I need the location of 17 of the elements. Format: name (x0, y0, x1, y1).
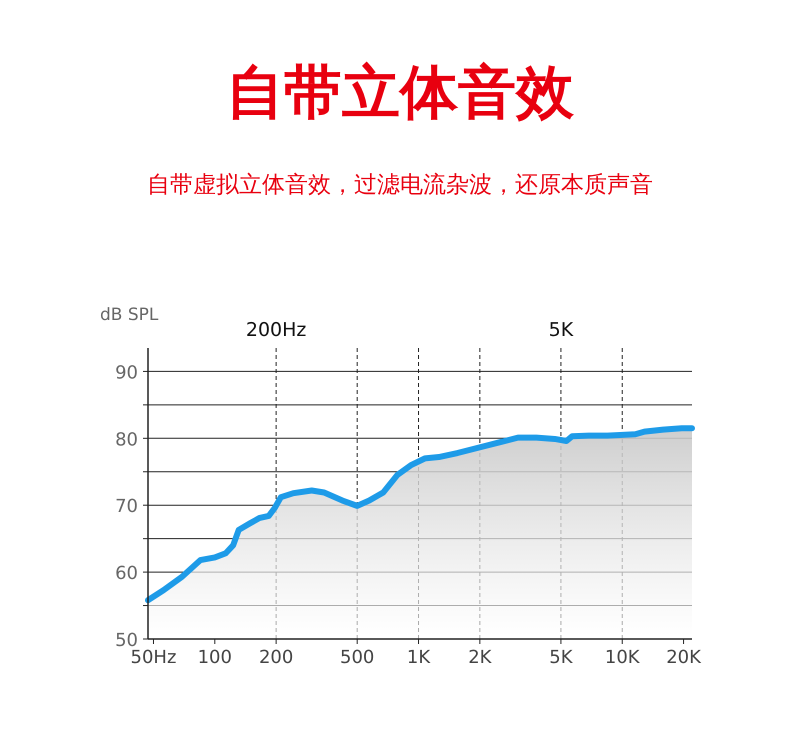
y-tick-label: 80 (115, 429, 138, 450)
x-tick-label: 100 (198, 647, 232, 668)
x-tick-label: 20K (666, 647, 702, 668)
x-tick-label: 5K (549, 647, 574, 668)
ref-line-label: 5K (548, 319, 574, 341)
y-tick-label: 70 (115, 496, 138, 518)
chart-title: 自带立体音效 (226, 58, 575, 126)
y-axis-title: dB SPL (100, 305, 159, 325)
x-tick-label: 10K (604, 647, 641, 668)
y-tick-label: 90 (115, 362, 138, 384)
x-tick-label: 2K (468, 647, 493, 668)
y-tick-label: 60 (115, 563, 138, 584)
chart-subtitle: 自带虚拟立体音效，过滤电流杂波，还原本质声音 (147, 172, 653, 198)
x-tick-label: 1K (406, 647, 432, 668)
x-tick-label: 200 (258, 647, 294, 668)
x-tick-label: 500 (340, 647, 374, 668)
ref-line-label: 200Hz (246, 319, 306, 341)
